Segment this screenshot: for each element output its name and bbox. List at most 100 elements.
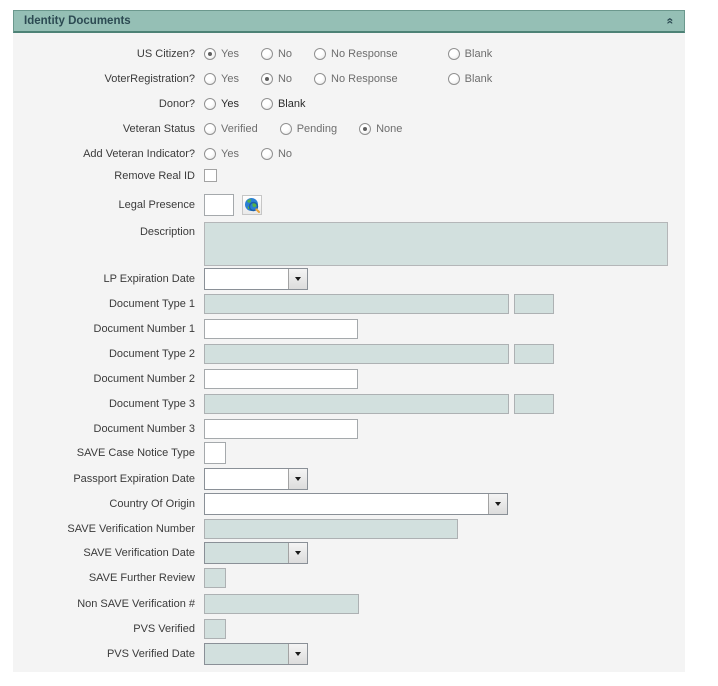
country-of-origin-row: Country Of Origin bbox=[13, 491, 685, 516]
us-citizen-noresponse-radio[interactable] bbox=[314, 47, 327, 60]
passport-expiration-dropdown-button[interactable] bbox=[288, 468, 307, 489]
document-type-3-label: Document Type 3 bbox=[108, 397, 195, 410]
non-save-verification-input bbox=[204, 593, 359, 614]
lookup-globe-icon bbox=[245, 197, 260, 213]
save-verification-date-row: SAVE Verification Date bbox=[13, 540, 685, 565]
save-case-notice-type-input[interactable] bbox=[204, 441, 226, 464]
veteran-pending-radio[interactable] bbox=[279, 122, 292, 135]
country-of-origin-combobox[interactable] bbox=[204, 492, 508, 515]
passport-expiration-date-combobox[interactable] bbox=[204, 467, 308, 490]
save-further-review-row: SAVE Further Review bbox=[13, 565, 685, 590]
voter-registration-label: VoterRegistration? bbox=[104, 72, 196, 85]
document-type-1-row: Document Type 1 bbox=[13, 291, 685, 316]
panel-body: US Citizen? Yes No No Response Blank Vot… bbox=[13, 33, 685, 672]
save-verification-date-label: SAVE Verification Date bbox=[83, 546, 195, 559]
document-type-1-label: Document Type 1 bbox=[108, 297, 195, 310]
voter-registration-row: VoterRegistration? Yes No No Response Bl… bbox=[13, 66, 685, 91]
collapse-chevron-icon[interactable]: « bbox=[663, 17, 678, 25]
pvs-verified-date-label: PVS Verified Date bbox=[106, 647, 195, 660]
description-textarea bbox=[204, 222, 668, 266]
document-type-2-code-input bbox=[514, 343, 554, 364]
document-type-2-input bbox=[204, 343, 509, 364]
panel-title: Identity Documents bbox=[24, 15, 131, 27]
add-veteran-yes-radio[interactable] bbox=[204, 147, 216, 160]
non-save-verification-label: Non SAVE Verification # bbox=[77, 597, 195, 610]
document-type-2-label: Document Type 2 bbox=[108, 347, 195, 360]
pvs-verified-input bbox=[204, 618, 226, 639]
document-number-3-input[interactable] bbox=[204, 418, 358, 439]
us-citizen-no-radio[interactable] bbox=[260, 47, 273, 60]
dropdown-arrow-icon bbox=[295, 651, 301, 656]
veteran-status-label: Veteran Status bbox=[122, 122, 195, 135]
donor-yes-radio[interactable] bbox=[204, 97, 216, 110]
remove-real-id-row: Remove Real ID bbox=[13, 163, 685, 188]
veteran-status-row: Veteran Status Verified Pending None bbox=[13, 116, 685, 141]
veteran-verified-radio[interactable] bbox=[204, 122, 216, 135]
add-veteran-indicator-row: Add Veteran Indicator? Yes No bbox=[13, 141, 685, 166]
document-number-3-row: Document Number 3 bbox=[13, 416, 685, 441]
save-case-notice-type-label: SAVE Case Notice Type bbox=[76, 446, 195, 459]
donor-row: Donor? Yes Blank bbox=[13, 91, 685, 116]
legal-presence-input[interactable] bbox=[204, 193, 234, 216]
remove-real-id-label: Remove Real ID bbox=[114, 169, 195, 182]
pvs-verified-label: PVS Verified bbox=[133, 622, 195, 635]
document-number-1-input[interactable] bbox=[204, 318, 358, 339]
save-verification-number-input bbox=[204, 518, 458, 539]
voter-noresponse-radio[interactable] bbox=[314, 72, 327, 85]
save-verification-date-combobox bbox=[204, 541, 308, 564]
document-type-3-input bbox=[204, 393, 509, 414]
save-verification-date-dropdown-button bbox=[288, 542, 307, 563]
pvs-verified-date-combobox bbox=[204, 642, 308, 665]
document-number-2-label: Document Number 2 bbox=[93, 372, 196, 385]
us-citizen-label: US Citizen? bbox=[136, 47, 195, 60]
document-number-2-input[interactable] bbox=[204, 368, 358, 389]
us-citizen-blank-radio[interactable] bbox=[447, 47, 460, 60]
save-further-review-input bbox=[204, 567, 226, 588]
country-of-origin-label: Country Of Origin bbox=[109, 497, 195, 510]
add-veteran-indicator-label: Add Veteran Indicator? bbox=[83, 147, 195, 160]
us-citizen-yes-radio[interactable] bbox=[204, 47, 216, 60]
document-number-3-label: Document Number 3 bbox=[93, 422, 196, 435]
document-number-2-row: Document Number 2 bbox=[13, 366, 685, 391]
dropdown-arrow-icon bbox=[295, 550, 301, 555]
legal-presence-row: Legal Presence bbox=[13, 192, 685, 217]
document-number-1-label: Document Number 1 bbox=[93, 322, 196, 335]
document-type-1-code-input bbox=[514, 293, 554, 314]
document-type-1-input bbox=[204, 293, 509, 314]
description-label: Description bbox=[139, 226, 195, 238]
lookup-button[interactable] bbox=[242, 194, 262, 215]
passport-expiration-date-row: Passport Expiration Date bbox=[13, 466, 685, 491]
description-row: Description bbox=[13, 222, 685, 266]
legal-presence-label: Legal Presence bbox=[118, 198, 195, 211]
voter-yes-radio[interactable] bbox=[204, 72, 216, 85]
pvs-verified-date-row: PVS Verified Date bbox=[13, 641, 685, 666]
voter-blank-radio[interactable] bbox=[447, 72, 460, 85]
pvs-verified-date-dropdown-button bbox=[288, 643, 307, 664]
lp-expiration-date-label: LP Expiration Date bbox=[103, 272, 195, 285]
lp-expiration-date-combobox[interactable] bbox=[204, 267, 308, 290]
lp-expiration-dropdown-button[interactable] bbox=[288, 268, 307, 289]
save-case-notice-type-row: SAVE Case Notice Type bbox=[13, 440, 685, 465]
dropdown-arrow-icon bbox=[295, 276, 301, 281]
passport-expiration-date-label: Passport Expiration Date bbox=[73, 472, 195, 485]
non-save-verification-row: Non SAVE Verification # bbox=[13, 591, 685, 616]
us-citizen-row: US Citizen? Yes No No Response Blank bbox=[13, 41, 685, 66]
lp-expiration-date-row: LP Expiration Date bbox=[13, 266, 685, 291]
dropdown-arrow-icon bbox=[495, 501, 501, 506]
veteran-none-radio[interactable] bbox=[359, 122, 372, 135]
remove-real-id-checkbox[interactable] bbox=[204, 169, 217, 182]
document-type-3-code-input bbox=[514, 393, 554, 414]
document-type-3-row: Document Type 3 bbox=[13, 391, 685, 416]
document-number-1-row: Document Number 1 bbox=[13, 316, 685, 341]
add-veteran-no-radio[interactable] bbox=[260, 147, 273, 160]
country-of-origin-dropdown-button[interactable] bbox=[488, 493, 507, 514]
donor-label: Donor? bbox=[158, 97, 195, 110]
panel-header: Identity Documents « bbox=[13, 10, 685, 33]
donor-blank-radio[interactable] bbox=[260, 97, 273, 110]
save-verification-number-label: SAVE Verification Number bbox=[67, 522, 195, 535]
document-type-2-row: Document Type 2 bbox=[13, 341, 685, 366]
pvs-verified-row: PVS Verified bbox=[13, 616, 685, 641]
dropdown-arrow-icon bbox=[295, 476, 301, 481]
save-verification-number-row: SAVE Verification Number bbox=[13, 516, 685, 541]
voter-no-radio[interactable] bbox=[260, 72, 273, 85]
